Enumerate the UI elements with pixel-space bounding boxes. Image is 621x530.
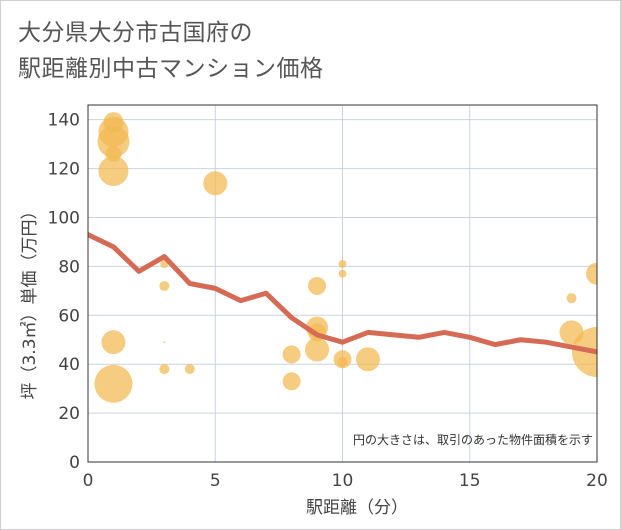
bubble-point <box>97 125 130 158</box>
chart-title: 大分県大分市古国府の 駅距離別中古マンション価格 <box>18 15 324 87</box>
x-tick-label: 20 <box>586 471 608 491</box>
y-tick-label: 0 <box>69 453 80 473</box>
bubble-point <box>282 345 301 364</box>
bubble-point <box>203 171 228 196</box>
y-tick-label: 140 <box>48 111 80 131</box>
x-tick-label: 10 <box>332 471 354 491</box>
y-tick-label: 40 <box>58 355 80 375</box>
y-tick-label: 80 <box>58 257 80 277</box>
bubble-point <box>586 262 597 285</box>
y-tick-label: 100 <box>48 208 80 228</box>
bubble-point <box>184 364 195 375</box>
bubble-point <box>282 372 301 391</box>
x-tick-label: 15 <box>459 471 481 491</box>
bubble-point <box>98 156 129 187</box>
x-tick-label: 5 <box>210 471 221 491</box>
bubble-point <box>566 293 577 304</box>
plot-border <box>87 104 598 463</box>
bubble-size-note: 円の大きさは、取引のあった物件面積を示す <box>353 432 593 447</box>
y-tick-label: 20 <box>58 404 80 424</box>
x-tick-label: 0 <box>83 471 94 491</box>
bubble-point <box>308 276 327 295</box>
bubble-point <box>338 259 347 268</box>
bubble-point <box>337 356 348 367</box>
bubble-point <box>163 341 166 344</box>
x-axis-title: 駅距離（分） <box>306 498 408 518</box>
y-tick-labels: 0 20 40 60 80 100 120 140 <box>48 111 80 473</box>
chart-title-line-1: 大分県大分市古国府の <box>18 20 253 46</box>
bubble-point <box>355 347 380 372</box>
y-axis-title: 坪（3.3㎡）単価（万円） <box>20 202 40 399</box>
bubble-point <box>338 269 347 278</box>
bubble-point <box>305 337 330 362</box>
bubble-point <box>159 280 170 291</box>
bubble-point <box>101 330 126 355</box>
y-tick-label: 60 <box>58 306 80 326</box>
chart-title-line-2: 駅距離別中古マンション価格 <box>18 56 324 82</box>
average-price-line <box>88 232 597 355</box>
y-tick-label: 120 <box>48 160 80 180</box>
bubble-point <box>94 364 133 403</box>
bubble-point <box>159 364 170 375</box>
x-tick-labels: 0 5 10 15 20 <box>83 471 608 491</box>
